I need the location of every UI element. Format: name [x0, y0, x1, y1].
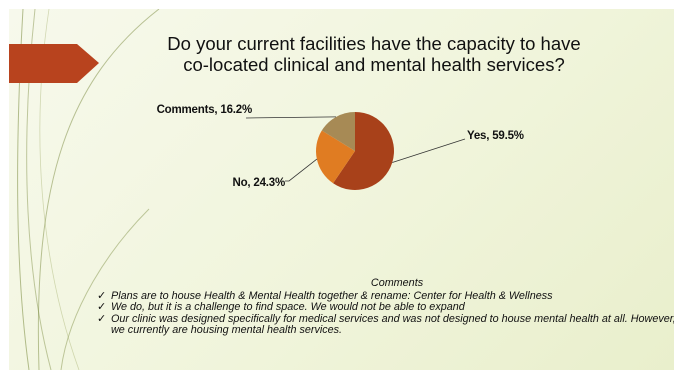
decorative-curve: [37, 9, 160, 370]
leader-line-comments: [245, 116, 337, 119]
comment-item: ✓ We do, but it is a challenge to find sp…: [97, 301, 674, 314]
title-line-2: co-located clinical and mental health se…: [183, 54, 565, 75]
comments-section: Comments ✓ Plans are to house Health & Me…: [97, 277, 674, 337]
comment-text: Plans are to house Health & Mental Healt…: [111, 289, 553, 302]
comments-heading: Comments: [370, 277, 424, 289]
slide-decoration: [9, 9, 160, 370]
pie-slice-yes: [333, 112, 394, 190]
title-line-1: Do your current facilities have the capa…: [167, 33, 581, 54]
pie-chart: Yes, 59.5% No, 24.3% Comments, 16.2%: [157, 104, 524, 190]
comment-text: We do, but it is a challenge to find spa…: [111, 301, 465, 314]
data-label-yes: Yes, 59.5%: [467, 130, 524, 142]
check-icon: ✓: [97, 312, 107, 325]
check-icon: ✓: [97, 301, 107, 314]
comment-text: Our clinic was designed specifically for…: [111, 312, 674, 337]
slide: Do your current facilities have the capa…: [9, 9, 674, 370]
leader-line-no: [285, 158, 318, 182]
data-label-comments: Comments, 16.2%: [157, 104, 252, 116]
comments-list: ✓ Plans are to house Health & Mental Heal…: [97, 289, 674, 337]
slide-title: Do your current facilities have the capa…: [129, 33, 619, 75]
check-icon: ✓: [97, 289, 107, 302]
decorative-curve: [60, 208, 150, 370]
pie-slice-no: [315, 130, 355, 184]
comment-item: ✓ Plans are to house Health & Mental Heal…: [97, 289, 674, 303]
leader-line-yes: [392, 138, 466, 163]
data-label-no: No, 24.3%: [232, 177, 285, 189]
comment-item: ✓ Our clinic was designed specifically fo…: [97, 312, 674, 337]
pie-slice-comments: [321, 112, 355, 151]
title-arrow-shape: [9, 44, 99, 83]
